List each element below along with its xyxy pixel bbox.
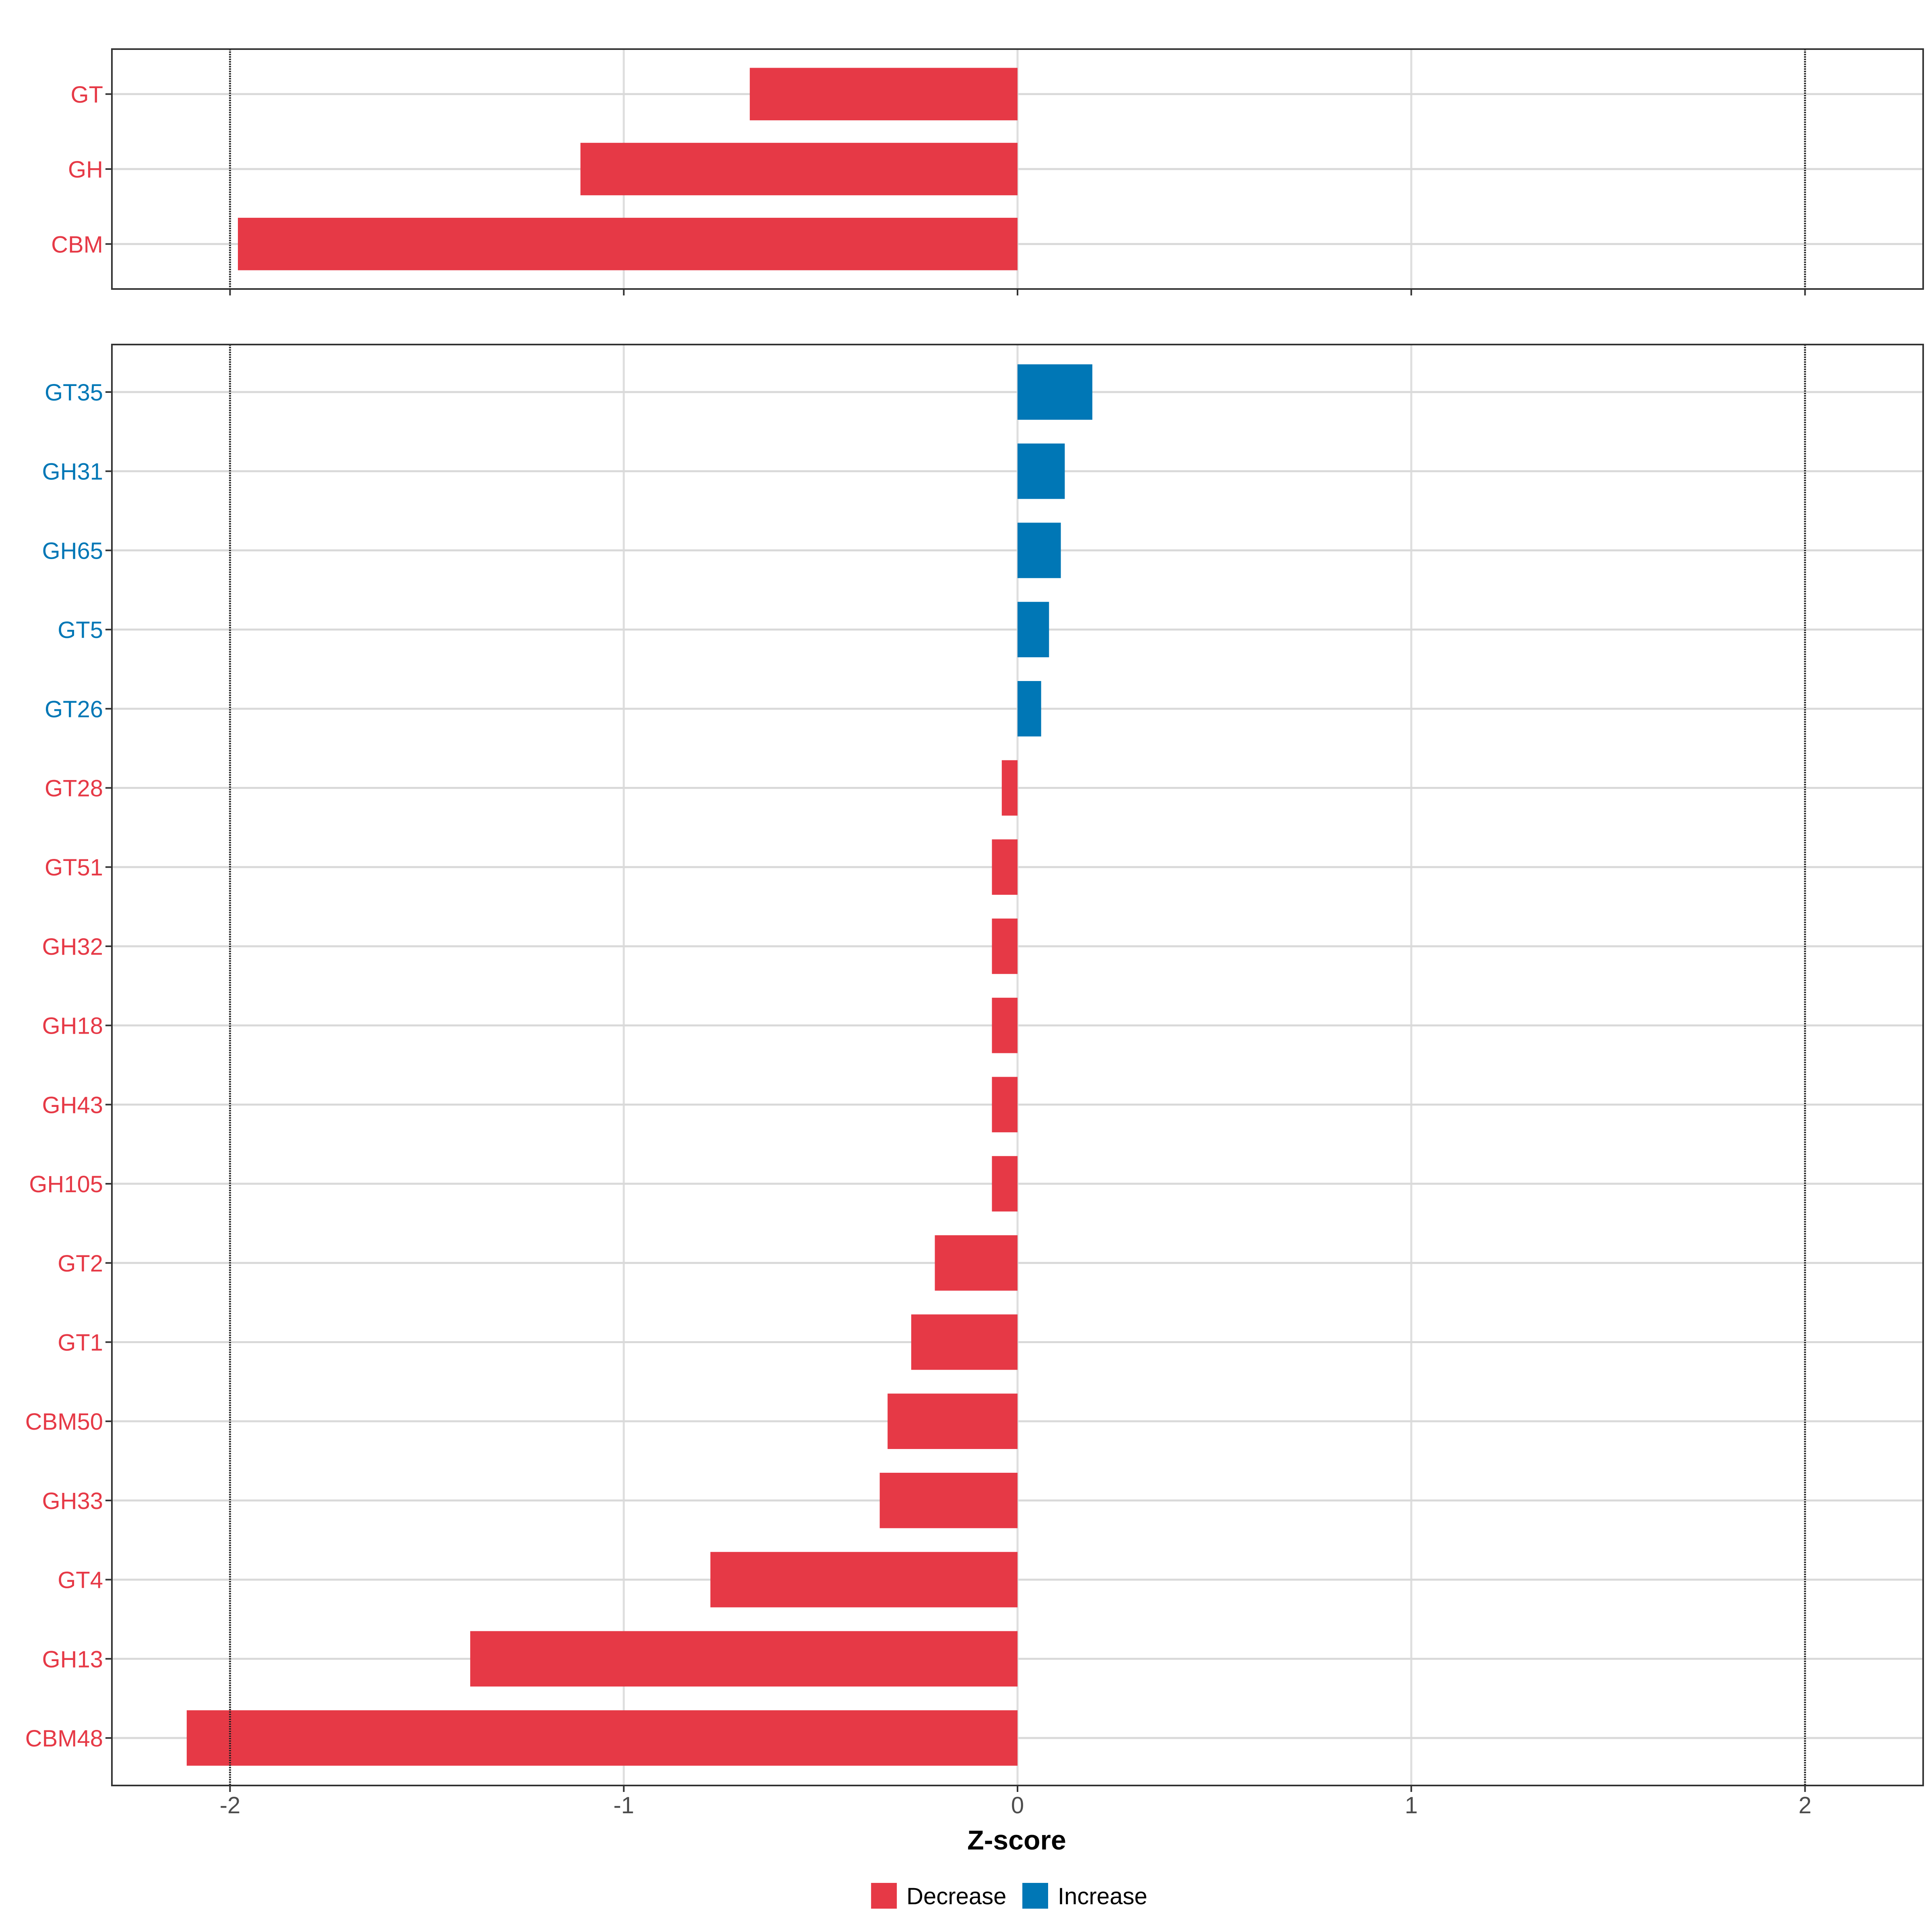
bar-gh [580, 142, 1018, 196]
y-tick-label: GH32 [42, 934, 103, 960]
bar-gt1 [911, 1314, 1018, 1370]
bar-gh31 [1018, 443, 1065, 499]
y-tick-label: GH65 [42, 538, 103, 564]
y-tick-label: GT4 [58, 1567, 103, 1593]
y-tick-label: CBM50 [25, 1409, 103, 1435]
x-tick-label: 2 [1798, 1792, 1811, 1818]
legend: Decrease Increase [871, 1883, 1147, 1909]
x-axis-label: Z-score [967, 1825, 1066, 1856]
y-tick-label: CBM [51, 231, 103, 258]
bar-gh18 [992, 997, 1018, 1053]
legend-label-decrease: Decrease [906, 1883, 1006, 1909]
bar-gt35 [1018, 364, 1092, 420]
y-tick-label: GT51 [45, 855, 103, 881]
top-panel: GT GH CBM [51, 48, 1924, 295]
y-tick-label: GT2 [58, 1251, 103, 1277]
bar-gh33 [879, 1473, 1018, 1528]
legend-label-increase: Increase [1058, 1883, 1147, 1909]
bar-gt28 [1001, 760, 1018, 816]
y-tick-label: GT35 [45, 380, 103, 406]
bar-gt5 [1018, 602, 1049, 657]
y-tick-label: GT1 [58, 1329, 103, 1356]
y-tick-label: GH18 [42, 1013, 103, 1039]
legend-swatch-increase [1022, 1883, 1048, 1909]
y-tick-label: GT [70, 82, 103, 108]
bar-gh65 [1018, 522, 1061, 578]
bar-gt51 [992, 839, 1018, 895]
x-tick-label: 1 [1405, 1792, 1418, 1818]
bar-gh43 [992, 1077, 1018, 1133]
x-axis: -2 -1 0 1 2 [220, 1792, 1812, 1818]
x-tick-label: 0 [1011, 1792, 1024, 1818]
bar-gt2 [935, 1235, 1018, 1291]
bar-gt26 [1018, 681, 1041, 737]
y-tick-label: GH43 [42, 1092, 103, 1118]
y-tick-label: GH13 [42, 1646, 103, 1672]
bar-cbm48 [186, 1710, 1018, 1766]
bar-gt [749, 68, 1018, 120]
legend-swatch-decrease [871, 1883, 897, 1909]
x-tick-label: -1 [613, 1792, 634, 1818]
x-tick-label: -2 [220, 1792, 241, 1818]
y-tick-label: GT28 [45, 776, 103, 802]
bar-gt4 [710, 1552, 1018, 1608]
y-tick-label: GH105 [29, 1171, 103, 1197]
bar-cbm50 [888, 1393, 1018, 1449]
y-tick-label: GH31 [42, 459, 103, 485]
y-tick-label: GT26 [45, 696, 103, 722]
bottom-panel: GT35 GH31 GH65 GT5 GT26 GT28 GT51 GH32 GH18 GH43 G… [25, 344, 1924, 1792]
bar-gh32 [992, 919, 1018, 974]
y-tick-label: CBM48 [25, 1726, 103, 1752]
y-tick-label: GT5 [58, 617, 103, 643]
bar-gh105 [992, 1156, 1018, 1212]
y-tick-label: GH33 [42, 1488, 103, 1514]
y-tick-label: GH [68, 157, 103, 183]
bar-gh13 [470, 1631, 1018, 1687]
bar-cbm [238, 218, 1018, 270]
